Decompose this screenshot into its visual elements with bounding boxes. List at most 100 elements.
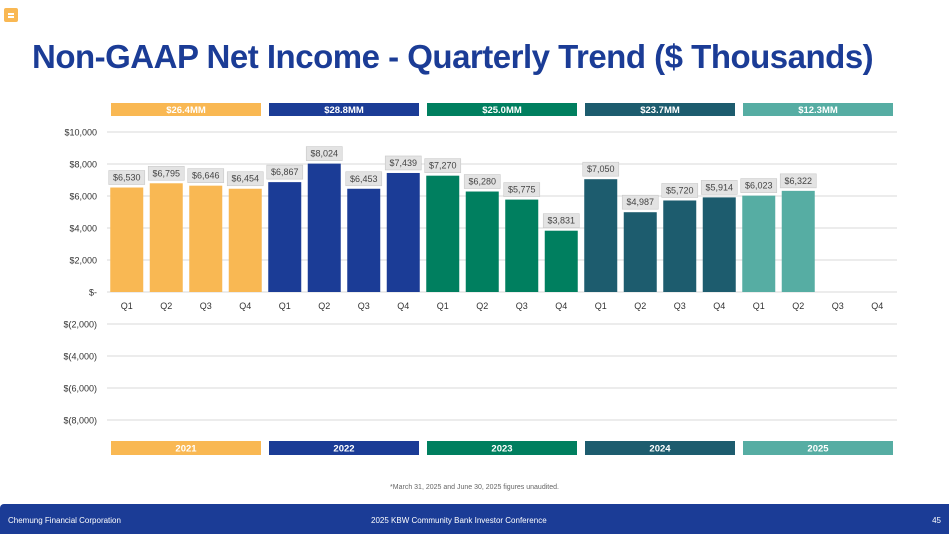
data-label-box [305,146,343,161]
year-total-label: $12.3MM [798,105,838,116]
data-label: $8,024 [310,149,338,159]
bar [623,212,657,292]
y-tick-label: $6,000 [69,192,97,202]
y-tick-label: $(4,000) [63,352,97,362]
data-label: $6,795 [152,168,180,178]
data-label-box [582,161,620,177]
bar [505,199,539,292]
year-total-banner [585,103,735,116]
year-banner [427,441,577,455]
bar [110,187,144,292]
bar [544,230,578,292]
y-tick-label: $(8,000) [63,416,97,426]
bar [307,163,341,292]
x-tick-label: Q2 [634,301,646,311]
year-total-label: $23.7MM [640,105,680,116]
x-tick-label: Q4 [239,301,251,311]
y-tick-label: $10,000 [64,128,97,138]
y-tick-label: $- [89,288,97,298]
bar [584,179,618,292]
x-tick-label: Q1 [121,301,133,311]
data-label-box [700,180,738,195]
data-label: $6,023 [745,181,773,191]
x-tick-label: Q3 [200,301,212,311]
bar [781,190,815,292]
x-tick-label: Q4 [397,301,409,311]
data-label-box [503,182,541,197]
data-label: $6,530 [113,173,141,183]
footnote: *March 31, 2025 and June 30, 2025 figure… [390,484,559,491]
year-label: 2022 [333,444,354,455]
year-banner [585,441,735,455]
bar [268,182,302,292]
year-total-label: $28.8MM [324,105,364,116]
bar [702,197,736,292]
x-tick-label: Q1 [595,301,607,311]
y-tick-label: $(2,000) [63,320,97,330]
year-label: 2024 [649,444,671,455]
data-label-box [147,165,185,181]
y-tick-label: $2,000 [69,256,97,266]
page-title: Non-GAAP Net Income - Quarterly Trend ($… [32,38,874,75]
x-tick-label: Q2 [476,301,488,311]
x-tick-label: Q3 [832,301,844,311]
bar [465,191,499,292]
x-tick-label: Q1 [753,301,765,311]
bar [347,188,381,292]
data-label-box [345,171,383,187]
x-tick-label: Q2 [792,301,804,311]
data-label: $6,867 [271,167,299,177]
year-total-banner [111,103,261,116]
year-total-label: $26.4MM [166,105,206,116]
page-number: 45 [932,516,941,525]
footer-event: 2025 KBW Community Bank Investor Confere… [371,516,547,525]
data-label: $5,775 [508,185,536,195]
x-tick-label: Q3 [674,301,686,311]
x-tick-label: Q1 [437,301,449,311]
x-tick-label: Q4 [871,301,883,311]
data-label: $6,454 [231,174,259,184]
year-banner [111,441,261,455]
bar-chart: $10,000 $8,000 $6,000 $4,000 $2,000 $- $(2,000… [63,103,897,455]
footer: Chemung Financial Corporation 2025 KBW C… [0,504,949,534]
data-label: $7,050 [587,164,615,174]
bar [189,185,223,292]
data-label: $5,914 [705,182,733,192]
data-label-box [463,174,501,189]
data-label-box [542,213,580,229]
data-label: $6,646 [192,171,220,181]
year-total-banner [269,103,419,116]
data-label: $6,322 [784,176,812,186]
data-label-box [621,194,659,210]
x-tick-label: Q2 [160,301,172,311]
bar [663,200,697,292]
data-label: $7,439 [389,158,417,168]
year-total-label: $25.0MM [482,105,522,116]
data-label-box [740,178,778,193]
data-label: $6,280 [468,177,496,187]
x-tick-label: Q4 [555,301,567,311]
data-label-box [108,170,146,185]
data-label-box [661,183,699,198]
data-label: $7,270 [429,161,457,171]
data-label-box [226,171,264,187]
data-label: $6,453 [350,174,378,184]
data-label-box [779,173,817,189]
y-tick-label: $8,000 [69,160,97,170]
bar [426,175,460,292]
x-tick-label: Q2 [318,301,330,311]
data-label-box [187,168,225,183]
year-banner [269,441,419,455]
data-label-box [384,155,422,171]
data-label-box [424,158,462,173]
footer-company: Chemung Financial Corporation [8,516,121,525]
bar [742,195,776,292]
y-tick-label: $(6,000) [63,384,97,394]
y-tick-label: $4,000 [69,224,97,234]
year-total-banner [427,103,577,116]
year-banner [743,441,893,455]
year-label: 2021 [175,444,197,455]
logo-icon [4,8,18,22]
year-total-banner [743,103,893,116]
x-tick-label: Q3 [516,301,528,311]
